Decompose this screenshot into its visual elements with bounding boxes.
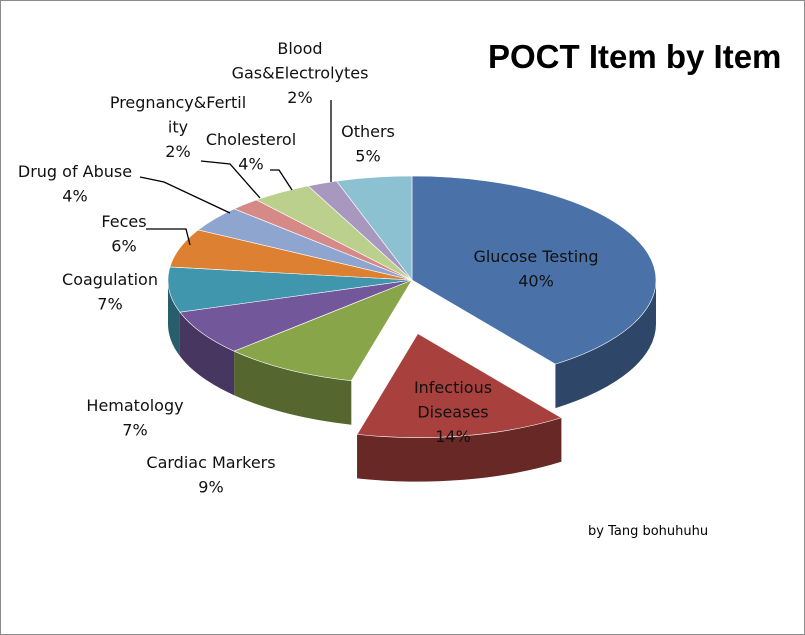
slice-wall-cardiac-markers	[234, 351, 352, 425]
label-line-coagulation: 7%	[97, 295, 122, 314]
label-line-infectious-diseases: Infectious	[414, 378, 492, 397]
label-line-drug-of-abuse: 4%	[62, 187, 87, 206]
label-line-others: 5%	[355, 147, 380, 166]
label-line-hematology: Hematology	[86, 396, 183, 415]
label-infectious-diseases: Infectious Diseases 14%	[414, 378, 492, 446]
label-cholesterol: Cholesterol 4%	[206, 130, 296, 174]
label-glucose-testing: Glucose Testing 40%	[473, 247, 598, 291]
label-line-cholesterol: Cholesterol	[206, 130, 296, 149]
slice-infectious-diseases	[356, 333, 563, 438]
chart-credit: by Tang bohuhuhu	[588, 524, 709, 539]
leader-line-cholesterol	[270, 169, 293, 191]
slice-others	[336, 175, 413, 281]
label-feces: Feces 6%	[101, 212, 146, 256]
label-line-infectious-diseases: Diseases	[417, 403, 488, 422]
label-line-hematology: 7%	[122, 421, 147, 440]
label-line-cardiac-markers: Cardiac Markers	[146, 453, 275, 472]
slice-wall-coagulation	[168, 280, 180, 357]
label-line-infectious-diseases: 14%	[435, 427, 471, 446]
label-line-blood-gas-electrolytes: Gas&Electrolytes	[232, 64, 369, 83]
slice-wall-infectious-diseases	[357, 417, 562, 482]
label-pregnancy-fertility: Pregnancy&Fertil ity 2%	[110, 93, 246, 161]
slice-cardiac-markers	[233, 279, 413, 382]
label-line-pregnancy-fertility: 2%	[165, 142, 190, 161]
label-line-feces: 6%	[111, 237, 136, 256]
slice-coagulation	[167, 266, 413, 313]
leader-line-feces	[146, 228, 191, 246]
slice-hematology	[179, 279, 413, 352]
chart-title: POCT Item by Item	[488, 38, 782, 75]
label-others: Others 5%	[341, 122, 395, 166]
leader-line-drug-of-abuse	[139, 176, 231, 214]
label-line-glucose-testing: 40%	[518, 272, 554, 291]
leader-line-pregnancy-fertility	[200, 160, 261, 199]
label-line-coagulation: Coagulation	[62, 270, 158, 289]
label-line-others: Others	[341, 122, 395, 141]
label-hematology: Hematology 7%	[86, 396, 183, 440]
label-blood-gas-electrolytes: Blood Gas&Electrolytes 2%	[232, 39, 369, 107]
label-line-drug-of-abuse: Drug of Abuse	[18, 162, 132, 181]
label-line-blood-gas-electrolytes: Blood	[277, 39, 322, 58]
label-line-cholesterol: 4%	[238, 155, 263, 174]
slice-glucose-testing	[411, 175, 657, 365]
label-cardiac-markers: Cardiac Markers 9%	[146, 453, 275, 497]
label-line-glucose-testing: Glucose Testing	[473, 247, 598, 266]
label-coagulation: Coagulation 7%	[62, 270, 158, 314]
label-drug-of-abuse: Drug of Abuse 4%	[18, 162, 132, 206]
label-line-feces: Feces	[101, 212, 146, 231]
slice-wall-hematology	[179, 312, 235, 396]
label-line-pregnancy-fertility: Pregnancy&Fertil	[110, 93, 246, 112]
label-line-cardiac-markers: 9%	[198, 478, 223, 497]
label-line-pregnancy-fertility: ity	[168, 118, 188, 137]
label-line-blood-gas-electrolytes: 2%	[287, 88, 312, 107]
slice-wall-glucose-testing	[555, 280, 656, 409]
